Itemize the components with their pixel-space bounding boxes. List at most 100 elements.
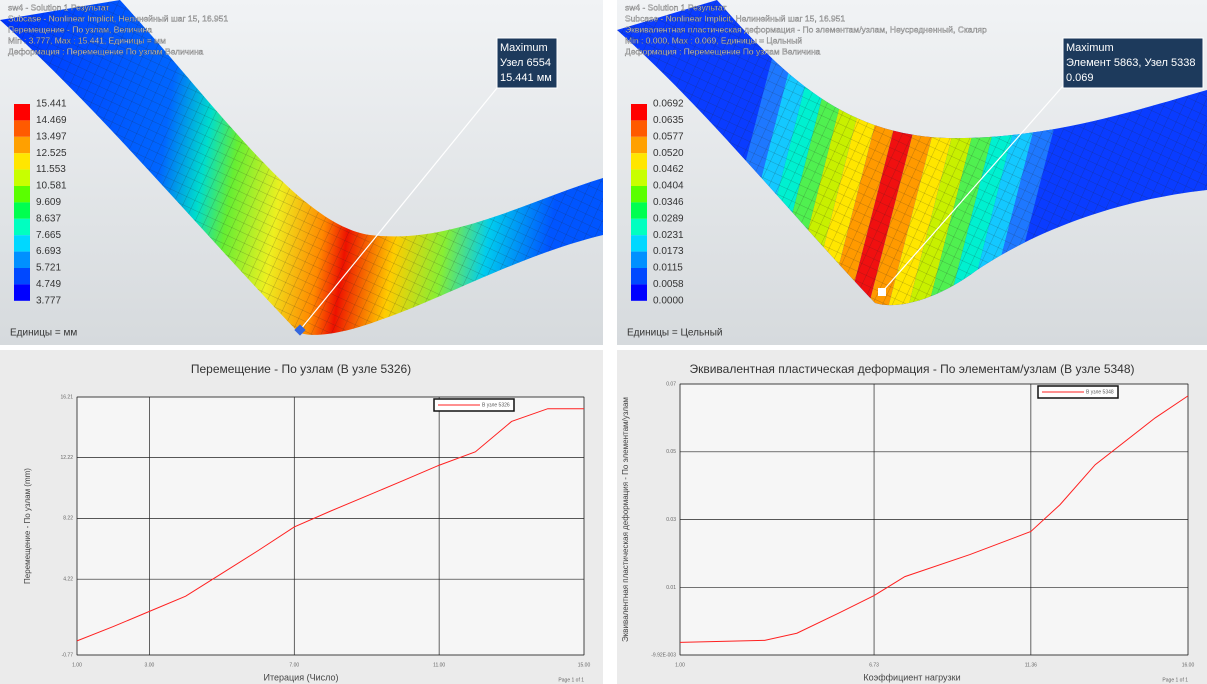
legend-swatch [631,202,647,218]
y-tick-label: 0.05 [666,449,676,455]
legend-label: 0.0000 [653,295,684,306]
legend-label: 13.497 [36,131,67,142]
legend-label: 12.525 [36,148,67,159]
legend-swatch [14,202,30,218]
legend-label: 4.749 [36,279,61,290]
legend-swatch [631,153,647,169]
legend-swatch [631,268,647,284]
plot-area [77,397,584,655]
header-line: Subcase - Nonlinear Implicit, Нелинейный… [8,13,228,23]
y-tick-label: -0.77 [62,652,74,658]
legend-label: 15.441 [36,99,67,110]
legend-label: 7.665 [36,230,61,241]
legend-label: 0.0173 [653,246,684,257]
legend-label: 5.721 [36,263,61,274]
units-label: Единицы = Цельный [627,328,722,339]
header-line: Деформация : Перемещение По узлам Величи… [8,46,204,56]
header-line: Эквивалентная пластическая деформация - … [625,24,987,34]
legend-label: 11.553 [36,164,66,175]
y-axis-label: Эквивалентная пластическая деформация - … [621,397,630,642]
legend-label: 10.581 [36,181,67,192]
units-label: Единицы = мм [10,328,77,339]
legend-label: 0.0115 [653,263,683,274]
y-tick-label: 0.03 [666,517,676,523]
callout-text: 15.441 мм [500,72,552,84]
legend-label: 14.469 [36,115,67,126]
x-tick-label: 6.73 [869,662,879,668]
legend-swatch [14,137,30,153]
legend-swatch [14,120,30,136]
legend-label: 8.637 [36,213,61,224]
header-line: Деформация : Перемещение По узлам Величи… [625,46,821,56]
y-tick-label: 12.22 [60,455,73,461]
legend-label: 0.0058 [653,279,684,290]
legend-swatch [14,153,30,169]
y-tick-label: 16.21 [60,394,73,400]
screen: sw4 - Solution 1 РезультатSubcase - Nonl… [0,0,1207,684]
legend-swatch [631,137,647,153]
callout-text: Элемент 5863, Узел 5338 [1066,57,1196,69]
page-label: Page 1 of 1 [1162,677,1188,683]
x-tick-label: 1.00 [72,662,82,668]
legend-swatch [14,235,30,251]
callout-text: Узел 6554 [500,57,551,69]
legend-label: 0.0577 [653,131,684,142]
legend-label: 0.0289 [653,213,684,224]
legend-swatch [631,235,647,251]
header-line: sw4 - Solution 1 Результат [625,2,727,12]
x-tick-label: 7.00 [289,662,299,668]
legend-swatch [631,219,647,235]
header-line: sw4 - Solution 1 Результат [8,2,110,12]
x-tick-label: 11.36 [1025,662,1037,668]
y-tick-label: 0.07 [666,381,676,387]
legend-label: В узле 5326 [482,402,510,408]
legend-swatch [14,104,30,120]
chart-title: Перемещение - По узлам (В узле 5326) [191,362,411,376]
legend-label: 0.0635 [653,115,684,126]
x-tick-label: 11.00 [433,662,445,668]
page: sw4 - Solution 1 РезультатSubcase - Nonl… [0,0,1207,684]
legend-swatch [631,120,647,136]
header-line: Subcase - Nonlinear Implicit, Нелинейный… [625,13,845,23]
legend-swatch [631,170,647,186]
callout-text: 0.069 [1066,72,1094,84]
legend-swatch [14,268,30,284]
x-axis-label: Итерация (Число) [264,672,339,682]
legend-label: В узле 5348 [1086,389,1114,395]
header-line: Перемещение - По узлам, Величина [8,24,152,34]
callout-text: Maximum [1066,42,1114,54]
legend-label: 0.0692 [653,99,684,110]
legend-label: 0.0520 [653,148,684,159]
y-tick-label: 4.22 [63,577,73,583]
page-label: Page 1 of 1 [558,677,584,683]
legend-label: 0.0404 [653,181,684,192]
legend-swatch [631,186,647,202]
callout-text: Maximum [500,42,548,54]
legend-label: 0.0346 [653,197,684,208]
chart-title: Эквивалентная пластическая деформация - … [689,362,1134,376]
legend-label: 0.0231 [653,230,684,241]
x-tick-label: 1.00 [675,662,685,668]
legend-label: 6.693 [36,246,61,257]
legend-swatch [631,252,647,268]
header-line: Min : 3.777, Max : 15.441, Единицы = мм [8,35,166,45]
legend-swatch [631,104,647,120]
y-tick-label: 0.01 [666,585,676,591]
x-tick-label: 15.00 [578,662,591,668]
x-tick-label: 3.00 [145,662,155,668]
legend-label: 9.609 [36,197,61,208]
legend-swatch [14,170,30,186]
y-tick-label: -9.92E-003 [651,652,676,658]
legend-label: 0.0462 [653,164,684,175]
y-tick-label: 8.22 [63,516,73,522]
legend-swatch [14,219,30,235]
legend-label: 3.777 [36,295,61,306]
legend-swatch [14,186,30,202]
y-axis-label: Перемещение - По узлам (mm) [23,468,32,584]
legend-swatch [14,284,30,300]
legend-swatch [14,252,30,268]
x-tick-label: 16.00 [1182,662,1195,668]
header-line: Min : 0.000, Max : 0.069, Единицы = Цель… [625,35,802,45]
